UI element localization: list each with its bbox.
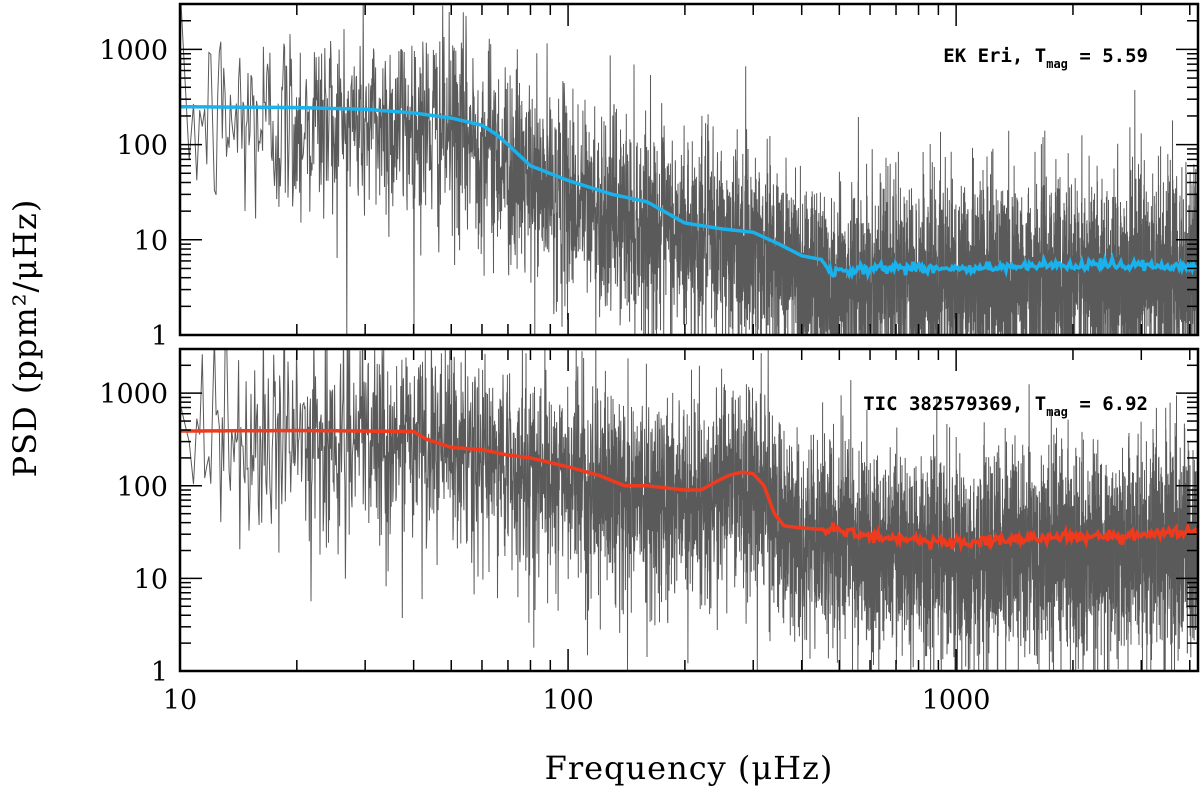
top-axis-ticks [179, 3, 1198, 336]
bottom-smoothed-line [180, 428, 1198, 553]
top-plot-frame [178, 2, 1200, 337]
x-tick-label: 10 [163, 685, 197, 716]
y-tick-label: 1 [151, 657, 168, 688]
bottom-plot-frame [178, 347, 1200, 673]
x-tick-label: 1000 [922, 685, 991, 716]
top-smoothed-line [180, 104, 1198, 282]
y-tick-label: 10 [134, 564, 168, 595]
top-panel: EK Eri, Tmag = 5.59 [178, 2, 1200, 337]
psd-trace [180, 349, 1198, 671]
bottom-annotation: TIC 382579369, Tmag = 6.92 [863, 393, 1148, 419]
y-tick-label: 100 [116, 131, 168, 162]
top-annotation: EK Eri, Tmag = 5.59 [943, 45, 1148, 71]
top-psd-line [180, 4, 1198, 335]
x-tick-label: 100 [542, 685, 594, 716]
y-tick-label: 1 [151, 321, 168, 352]
bottom-panel: TIC 382579369, Tmag = 6.92 [178, 347, 1200, 673]
y-tick-label: 100 [116, 472, 168, 503]
y-tick-label: 1000 [99, 35, 168, 66]
y-axis-title: PSD (ppm²/μHz) [6, 199, 44, 478]
bottom-axis-ticks [179, 348, 1198, 672]
y-tick-label: 10 [134, 226, 168, 257]
y-tick-label: 1000 [99, 379, 168, 410]
bottom-psd-line [180, 349, 1198, 671]
x-axis-title: Frequency (μHz) [545, 749, 834, 787]
psd-trace [180, 4, 1198, 335]
